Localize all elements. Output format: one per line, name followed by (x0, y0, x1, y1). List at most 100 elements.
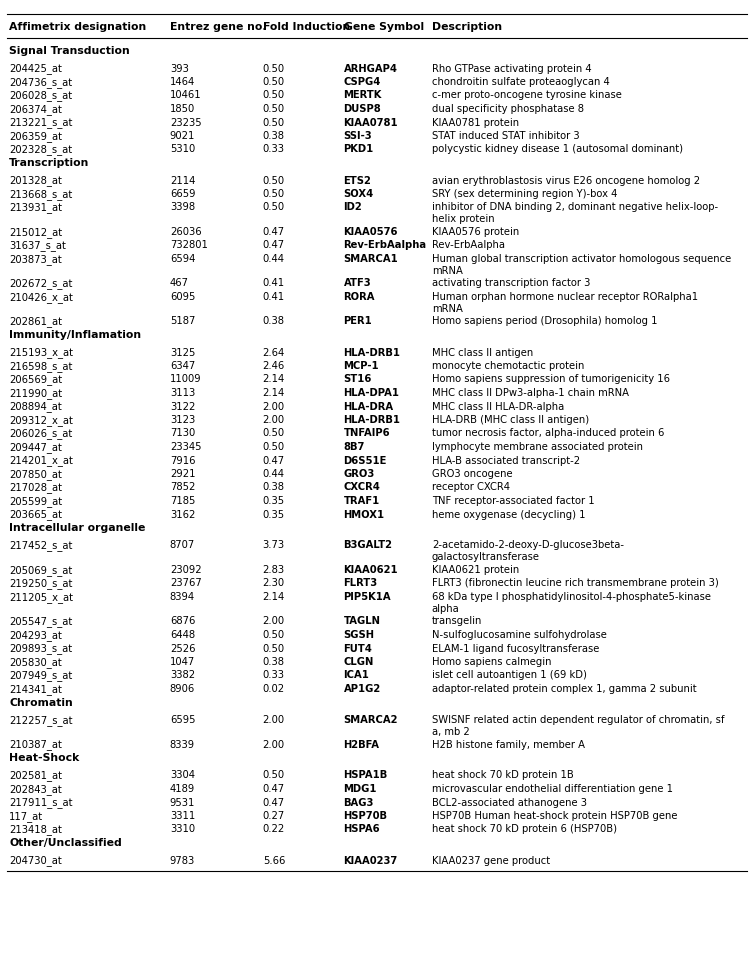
Text: 2921: 2921 (170, 469, 196, 479)
Text: 7130: 7130 (170, 429, 195, 438)
Text: Affimetrix designation: Affimetrix designation (9, 22, 146, 32)
Text: dual specificity phosphatase 8: dual specificity phosphatase 8 (432, 104, 584, 114)
Text: 205069_s_at: 205069_s_at (9, 565, 72, 576)
Text: FUT4: FUT4 (344, 644, 372, 654)
Text: monocyte chemotactic protein: monocyte chemotactic protein (432, 361, 584, 371)
Text: 219250_s_at: 219250_s_at (9, 579, 72, 589)
Text: 23767: 23767 (170, 579, 202, 588)
Text: 0.50: 0.50 (263, 77, 285, 87)
Text: 0.33: 0.33 (263, 670, 285, 681)
Text: 6448: 6448 (170, 630, 195, 640)
Text: HLA-DPA1: HLA-DPA1 (344, 388, 399, 398)
Text: 3113: 3113 (170, 388, 195, 398)
Text: Fold Induction: Fold Induction (263, 22, 350, 32)
Text: 3125: 3125 (170, 348, 196, 357)
Text: 202843_at: 202843_at (9, 784, 62, 795)
Text: STAT induced STAT inhibitor 3: STAT induced STAT inhibitor 3 (432, 131, 580, 141)
Text: Chromatin: Chromatin (9, 697, 72, 707)
Text: 2.30: 2.30 (263, 579, 285, 588)
Text: FLRT3 (fibronectin leucine rich transmembrane protein 3): FLRT3 (fibronectin leucine rich transmem… (432, 579, 719, 588)
Text: HSP70B Human heat-shock protein HSP70B gene: HSP70B Human heat-shock protein HSP70B g… (432, 811, 677, 821)
Text: 0.41: 0.41 (263, 279, 285, 288)
Text: 6876: 6876 (170, 617, 196, 626)
Text: TNF receptor-associated factor 1: TNF receptor-associated factor 1 (432, 496, 594, 506)
Text: KIAA0576 protein: KIAA0576 protein (432, 227, 519, 237)
Text: 117_at: 117_at (9, 811, 43, 822)
Text: ATF3: ATF3 (344, 279, 371, 288)
Text: 2.14: 2.14 (263, 592, 285, 602)
Text: HSP70B: HSP70B (344, 811, 387, 821)
Text: RORA: RORA (344, 292, 375, 302)
Text: 204736_s_at: 204736_s_at (9, 77, 72, 88)
Text: 6347: 6347 (170, 361, 195, 371)
Text: KIAA0621 protein: KIAA0621 protein (432, 565, 519, 575)
Text: 0.50: 0.50 (263, 770, 285, 780)
Text: 209893_s_at: 209893_s_at (9, 644, 72, 655)
Text: 212257_s_at: 212257_s_at (9, 715, 72, 726)
Text: PER1: PER1 (344, 317, 372, 326)
Text: 206028_s_at: 206028_s_at (9, 91, 72, 101)
Text: 0.50: 0.50 (263, 63, 285, 73)
Text: 204293_at: 204293_at (9, 630, 62, 641)
Text: KIAA0781: KIAA0781 (344, 118, 398, 128)
Text: 6594: 6594 (170, 254, 196, 264)
Text: 467: 467 (170, 279, 189, 288)
Text: 2.00: 2.00 (263, 715, 285, 725)
Text: 0.50: 0.50 (263, 644, 285, 654)
Text: KIAA0237 gene product: KIAA0237 gene product (432, 855, 550, 866)
Text: Immunity/Inflamation: Immunity/Inflamation (9, 330, 141, 340)
Text: 3122: 3122 (170, 401, 196, 411)
Text: CSPG4: CSPG4 (344, 77, 381, 87)
Text: heme oxygenase (decycling) 1: heme oxygenase (decycling) 1 (432, 509, 585, 519)
Text: 201328_at: 201328_at (9, 175, 62, 186)
Text: 68 kDa type I phosphatidylinositol-4-phosphate5-kinase
alpha: 68 kDa type I phosphatidylinositol-4-pho… (432, 592, 711, 614)
Text: 2.46: 2.46 (263, 361, 285, 371)
Text: GRO3: GRO3 (344, 469, 374, 479)
Text: 0.47: 0.47 (263, 784, 285, 794)
Text: Other/Unclassified: Other/Unclassified (9, 838, 122, 848)
Text: tumor necrosis factor, alpha-induced protein 6: tumor necrosis factor, alpha-induced pro… (432, 429, 664, 438)
Text: H2BFA: H2BFA (344, 739, 380, 750)
Text: ELAM-1 ligand fucosyltransferase: ELAM-1 ligand fucosyltransferase (432, 644, 599, 654)
Text: Homo sapiens suppression of tumorigenicity 16: Homo sapiens suppression of tumorigenici… (432, 374, 670, 385)
Text: KIAA0237: KIAA0237 (344, 855, 398, 866)
Text: 0.50: 0.50 (263, 442, 285, 452)
Text: MERTK: MERTK (344, 91, 382, 100)
Text: 0.35: 0.35 (263, 509, 285, 519)
Text: 216598_s_at: 216598_s_at (9, 361, 72, 372)
Text: ID2: ID2 (344, 203, 362, 212)
Text: 203665_at: 203665_at (9, 509, 62, 520)
Text: 213418_at: 213418_at (9, 825, 62, 836)
Text: 211205_x_at: 211205_x_at (9, 592, 73, 603)
Text: 5310: 5310 (170, 144, 195, 155)
Text: adaptor-related protein complex 1, gamma 2 subunit: adaptor-related protein complex 1, gamma… (432, 684, 696, 694)
Text: 3123: 3123 (170, 415, 195, 425)
Text: 2114: 2114 (170, 175, 196, 185)
Text: 732801: 732801 (170, 241, 208, 250)
Text: MDG1: MDG1 (344, 784, 377, 794)
Text: SMARCA2: SMARCA2 (344, 715, 398, 725)
Text: 9021: 9021 (170, 131, 196, 141)
Text: Transcription: Transcription (9, 158, 89, 168)
Text: 202581_at: 202581_at (9, 770, 62, 781)
Text: 7916: 7916 (170, 456, 196, 466)
Text: 3311: 3311 (170, 811, 195, 821)
Text: PKD1: PKD1 (344, 144, 374, 155)
Text: 3.73: 3.73 (263, 541, 285, 550)
Text: 0.50: 0.50 (263, 429, 285, 438)
Text: AP1G2: AP1G2 (344, 684, 381, 694)
Text: 0.35: 0.35 (263, 496, 285, 506)
Text: 7185: 7185 (170, 496, 196, 506)
Text: MHC class II antigen: MHC class II antigen (432, 348, 533, 357)
Text: 206359_at: 206359_at (9, 131, 62, 142)
Text: 3162: 3162 (170, 509, 196, 519)
Text: 217028_at: 217028_at (9, 482, 62, 494)
Text: 202672_s_at: 202672_s_at (9, 279, 72, 289)
Text: DUSP8: DUSP8 (344, 104, 381, 114)
Text: B3GALT2: B3GALT2 (344, 541, 393, 550)
Text: 8339: 8339 (170, 739, 195, 750)
Text: 214201_x_at: 214201_x_at (9, 456, 73, 467)
Text: 213931_at: 213931_at (9, 203, 62, 213)
Text: avian erythroblastosis virus E26 oncogene homolog 2: avian erythroblastosis virus E26 oncogen… (432, 175, 700, 185)
Text: heat shock 70 kD protein 1B: heat shock 70 kD protein 1B (432, 770, 574, 780)
